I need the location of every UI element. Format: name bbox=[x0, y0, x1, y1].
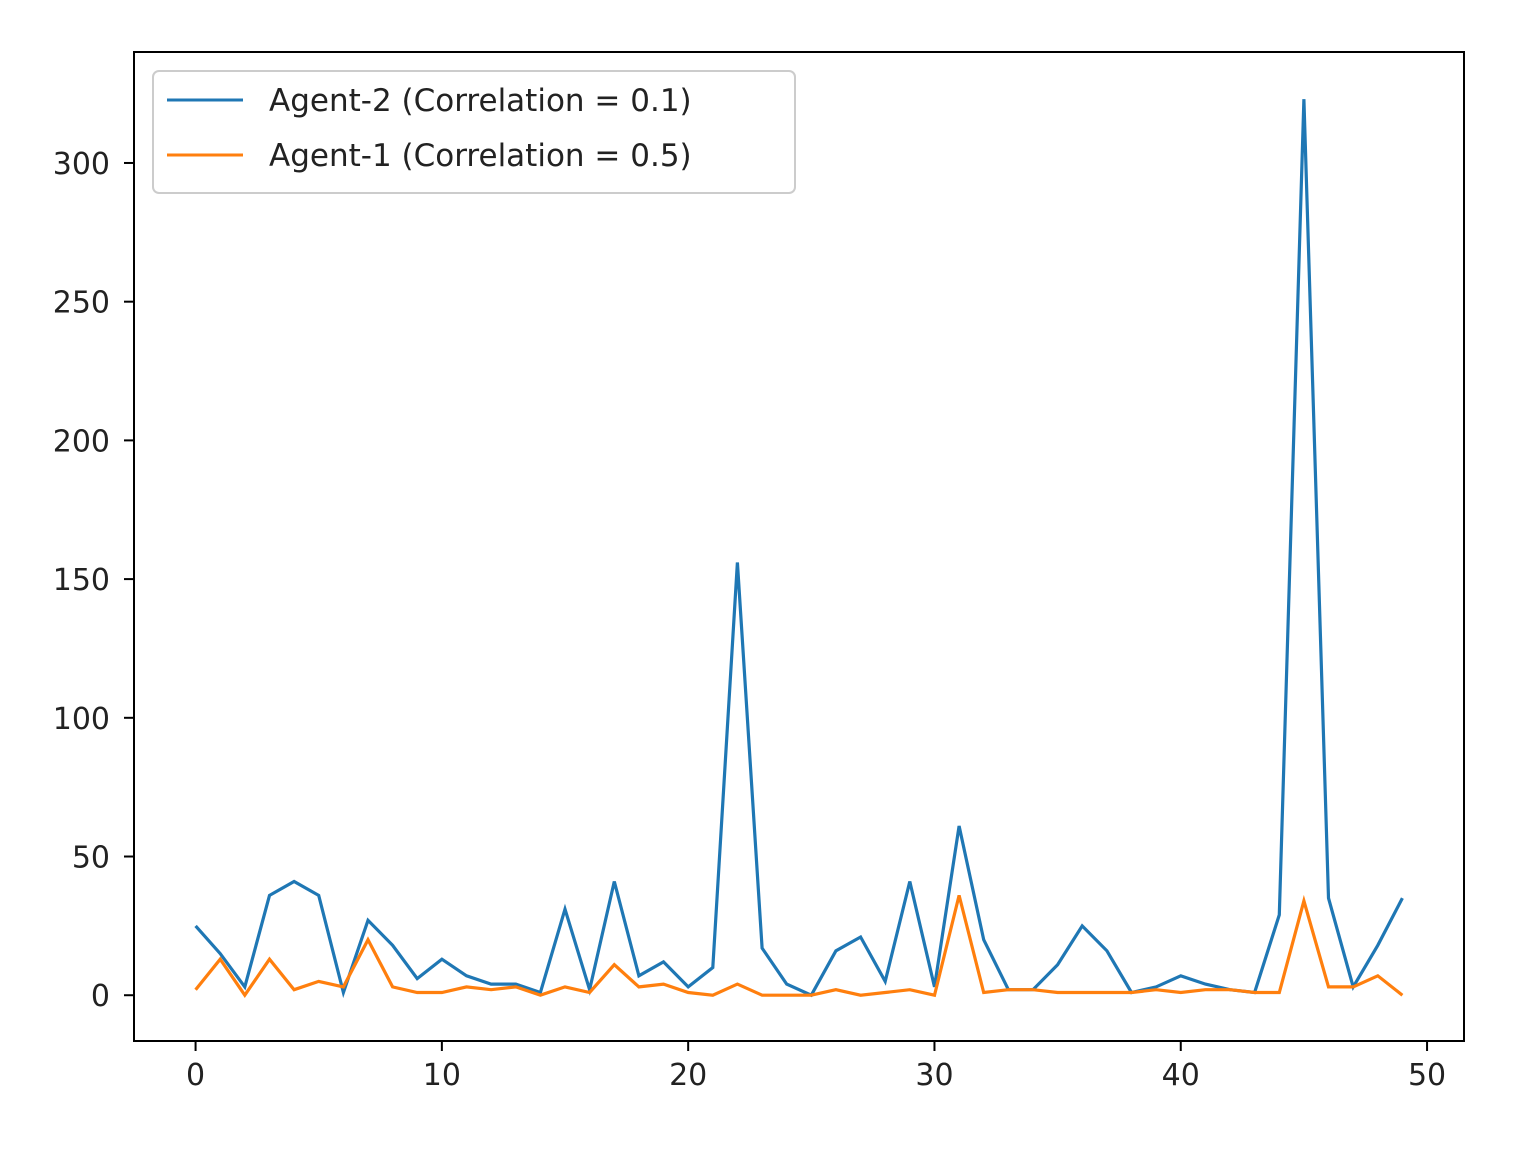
legend-label-agent-1: Agent-1 (Correlation = 0.5) bbox=[269, 138, 692, 174]
y-tick-label: 150 bbox=[53, 563, 110, 598]
x-tick-label: 40 bbox=[1162, 1058, 1200, 1093]
legend-label-agent-2: Agent-2 (Correlation = 0.1) bbox=[269, 83, 692, 119]
y-tick-label: 200 bbox=[53, 424, 110, 459]
x-tick-label: 50 bbox=[1408, 1058, 1446, 1093]
y-tick-label: 100 bbox=[53, 702, 110, 737]
legend-box bbox=[152, 70, 796, 194]
series-line-agent-2 bbox=[194, 99, 1404, 999]
x-tick-label: 20 bbox=[669, 1058, 707, 1093]
x-tick-label: 30 bbox=[915, 1058, 953, 1093]
series-line-agent-1 bbox=[194, 894, 1404, 999]
plot-area bbox=[134, 52, 1464, 1041]
plot-frame bbox=[133, 51, 1465, 1042]
y-tick-label: 0 bbox=[91, 979, 110, 1014]
y-axis: 0 50 100 150 200 250 300 bbox=[53, 147, 134, 1014]
y-tick-label: 50 bbox=[72, 841, 110, 876]
legend: Agent-2 (Correlation = 0.1) Agent-1 (Cor… bbox=[152, 70, 796, 194]
y-tick-label: 300 bbox=[53, 147, 110, 182]
series-layer bbox=[194, 99, 1404, 999]
x-tick-label: 10 bbox=[423, 1058, 461, 1093]
y-tick-label: 250 bbox=[53, 286, 110, 321]
x-axis: 0 10 20 30 40 50 bbox=[186, 1041, 1446, 1093]
x-tick-label: 0 bbox=[186, 1058, 205, 1093]
